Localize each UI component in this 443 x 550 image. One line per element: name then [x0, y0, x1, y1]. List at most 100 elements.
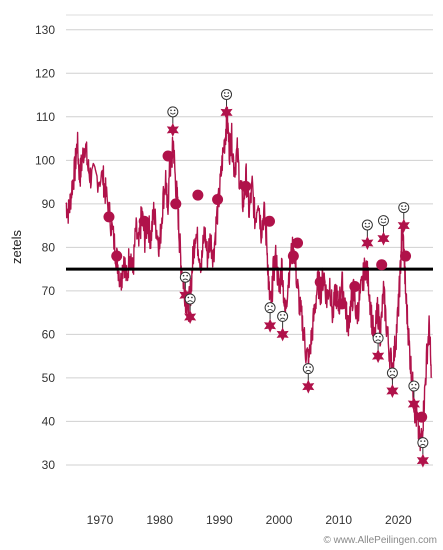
grid-lines: [66, 14, 433, 466]
face-eye: [191, 296, 193, 299]
markers: [103, 88, 429, 468]
face-outline: [179, 271, 191, 283]
face-eye: [271, 305, 273, 307]
election-result-dot: [240, 180, 252, 192]
election-result-dot: [349, 281, 361, 293]
sad-face-icon: [417, 437, 429, 449]
low-star-marker: [416, 453, 429, 468]
face-eye: [283, 314, 286, 316]
x-tick-label: 1970: [87, 513, 114, 527]
y-tick-label: 120: [35, 66, 55, 80]
face-outline: [221, 88, 233, 100]
face-eye: [380, 218, 383, 220]
face-mouth: [375, 339, 381, 342]
face-eye: [389, 370, 392, 373]
face-outline: [386, 367, 398, 379]
high-star-marker: [361, 236, 374, 250]
election-result-dot: [416, 411, 428, 423]
low-star-marker: [302, 379, 315, 394]
sad-face-icon: [302, 363, 314, 375]
poll-line: [65, 106, 432, 452]
high-star-marker: [377, 231, 390, 246]
face-eye: [309, 366, 311, 368]
low-star-marker: [372, 349, 385, 364]
face-eye: [379, 335, 381, 338]
y-tick-label: 110: [36, 110, 55, 124]
election-result-dot: [400, 250, 412, 262]
happy-face-icon: [361, 219, 373, 231]
high-star-marker: [397, 218, 410, 233]
y-axis-label: zetels: [9, 230, 24, 264]
y-tick-label: 60: [42, 327, 56, 341]
face-outline: [408, 380, 420, 392]
face-mouth: [380, 221, 387, 224]
face-eye: [187, 296, 190, 299]
face-eye: [411, 383, 413, 386]
face-eye: [364, 222, 367, 225]
face-mouth: [279, 317, 286, 320]
face-eye: [393, 370, 396, 373]
face-eye: [423, 440, 426, 442]
election-result-dot: [336, 298, 348, 310]
face-mouth: [411, 387, 417, 390]
sad-face-icon: [408, 380, 420, 392]
face-eye: [280, 314, 282, 316]
happy-face-icon: [167, 106, 179, 118]
happy-face-icon: [398, 202, 410, 214]
y-tick-label: 30: [42, 458, 56, 472]
face-eye: [420, 440, 422, 442]
face-eye: [384, 218, 387, 220]
low-star-marker: [407, 397, 420, 411]
credit-text: © www.AllePeilingen.com: [323, 535, 437, 546]
election-result-dot: [138, 215, 150, 227]
face-eye: [404, 205, 407, 207]
face-eye: [186, 274, 188, 277]
election-result-dot: [287, 250, 299, 262]
sad-face-icon: [386, 367, 398, 379]
face-outline: [377, 215, 389, 227]
election-result-dot: [212, 193, 224, 205]
face-outline: [167, 106, 179, 118]
face-outline: [264, 302, 276, 314]
happy-face-icon: [377, 215, 389, 227]
face-eye: [173, 109, 176, 112]
election-result-dot: [162, 150, 174, 162]
poll-series: [65, 106, 432, 452]
tick-labels: 30 40 50 60 70 80 90 100 110 120 130 1970 1980 1990 20…: [35, 23, 412, 527]
election-result-dot: [192, 189, 204, 201]
y-tick-label: 50: [42, 371, 56, 385]
sad-face-icon: [179, 271, 191, 283]
face-outline: [361, 219, 373, 231]
election-result-dot: [376, 259, 388, 271]
face-mouth: [389, 374, 396, 377]
low-star-marker: [386, 384, 399, 398]
face-mouth: [400, 208, 407, 211]
y-tick-label: 40: [42, 414, 56, 428]
happy-face-icon: [221, 88, 233, 100]
low-star-marker: [184, 310, 197, 324]
election-result-dot: [314, 276, 326, 288]
sad-face-icon: [264, 302, 276, 314]
high-star-marker: [220, 105, 233, 120]
face-outline: [398, 202, 410, 214]
x-tick-label: 2000: [266, 513, 293, 527]
face-eye: [368, 222, 370, 225]
low-star-marker: [179, 288, 192, 303]
face-mouth: [267, 308, 273, 312]
y-tick-label: 130: [35, 23, 55, 37]
x-tick-label: 2010: [325, 513, 352, 527]
face-mouth: [420, 443, 426, 446]
y-tick-label: 80: [42, 240, 56, 254]
sad-face-icon: [372, 332, 384, 344]
face-outline: [417, 437, 429, 449]
face-outline: [302, 363, 314, 375]
face-mouth: [364, 225, 371, 228]
face-mouth: [187, 300, 193, 303]
low-star-marker: [276, 327, 289, 342]
election-result-dot: [111, 250, 123, 262]
y-tick-label: 70: [42, 284, 56, 298]
high-star-marker: [166, 122, 179, 137]
election-result-dot: [292, 237, 304, 249]
face-mouth: [223, 95, 230, 98]
